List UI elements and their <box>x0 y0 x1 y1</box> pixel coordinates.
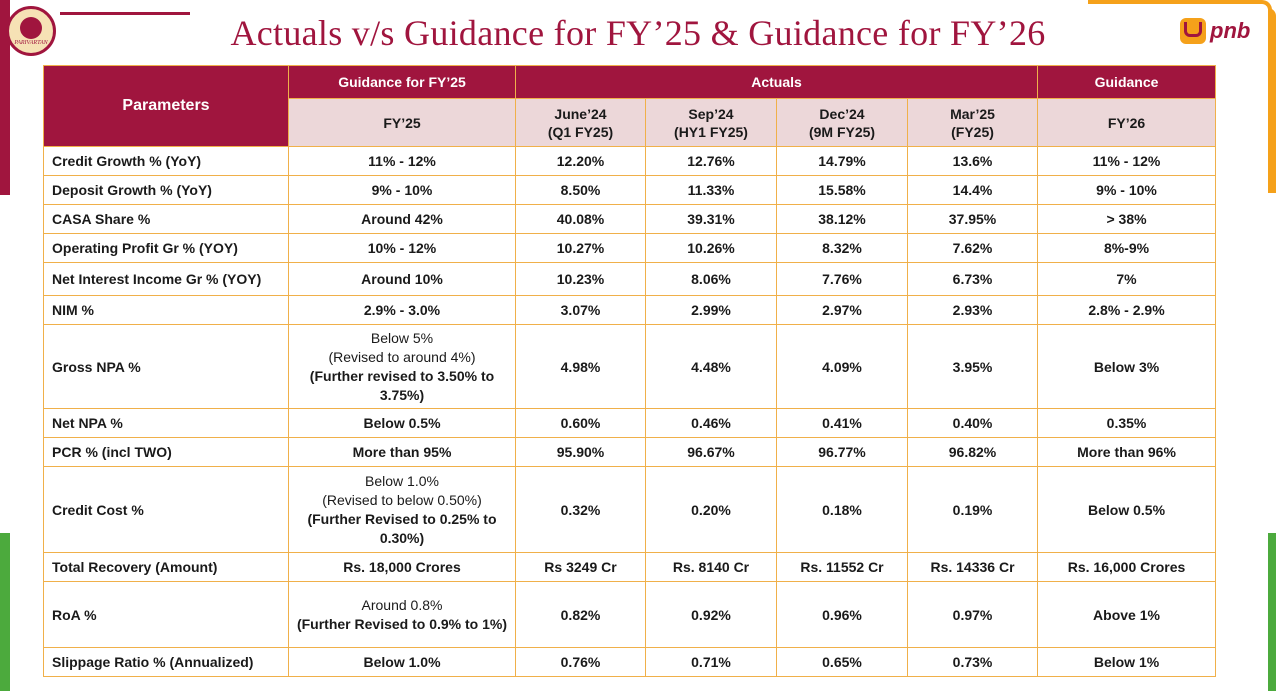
table-row: Credit Growth % (YoY) 11% - 12% 12.20% 1… <box>43 146 1217 176</box>
col-header-dec24: Dec’24 (9M FY25) <box>776 98 908 147</box>
col-header-mar25: Mar’25 (FY25) <box>906 98 1039 147</box>
table-row: Gross NPA % Below 5% (Revised to around … <box>43 324 1217 409</box>
page-title: Actuals v/s Guidance for FY’25 & Guidanc… <box>230 13 1046 53</box>
pnb-logo-icon <box>1180 18 1206 44</box>
table-row: Net Interest Income Gr % (YOY) Around 10… <box>43 262 1217 296</box>
table-row: NIM % 2.9% - 3.0% 3.07% 2.99% 2.97% 2.93… <box>43 295 1217 325</box>
guidance-group-header: Guidance <box>1037 65 1217 99</box>
table-row: Net NPA % Below 0.5% 0.60% 0.46% 0.41% 0… <box>43 408 1217 438</box>
guidance-fy25-group-header: Guidance for FY’25 <box>288 65 516 99</box>
right-green-accent <box>1268 533 1276 691</box>
col-header-fy26: FY’26 <box>1037 98 1217 147</box>
table-row: Slippage Ratio % (Annualized) Below 1.0%… <box>43 647 1217 677</box>
left-maroon-accent <box>0 0 10 195</box>
right-orange-accent <box>1268 8 1276 193</box>
pnb-logo: pnb <box>1180 16 1250 46</box>
table-row: Credit Cost % Below 1.0% (Revised to bel… <box>43 466 1217 553</box>
top-maroon-line <box>60 0 190 15</box>
table-row: Deposit Growth % (YoY) 9% - 10% 8.50% 11… <box>43 175 1217 205</box>
parivartan-emblem-icon: PARIVARTAN <box>6 6 56 56</box>
table-row: CASA Share % Around 42% 40.08% 39.31% 38… <box>43 204 1217 234</box>
left-green-accent <box>0 533 10 691</box>
guidance-table: Parameters Guidance for FY’25 Actuals Gu… <box>43 65 1217 677</box>
table-row: RoA % Around 0.8% (Further Revised to 0.… <box>43 581 1217 648</box>
table-row: PCR % (incl TWO) More than 95% 95.90% 96… <box>43 437 1217 467</box>
table-row: Total Recovery (Amount) Rs. 18,000 Crore… <box>43 552 1217 582</box>
col-header-sep24: Sep’24 (HY1 FY25) <box>645 98 777 147</box>
parameters-header: Parameters <box>43 65 289 147</box>
actuals-group-header: Actuals <box>514 65 1039 99</box>
col-header-june24: June’24 (Q1 FY25) <box>515 98 646 147</box>
col-header-fy25: FY’25 <box>288 98 516 147</box>
top-orange-line <box>1088 0 1272 12</box>
table-row: Operating Profit Gr % (YOY) 10% - 12% 10… <box>43 233 1217 263</box>
